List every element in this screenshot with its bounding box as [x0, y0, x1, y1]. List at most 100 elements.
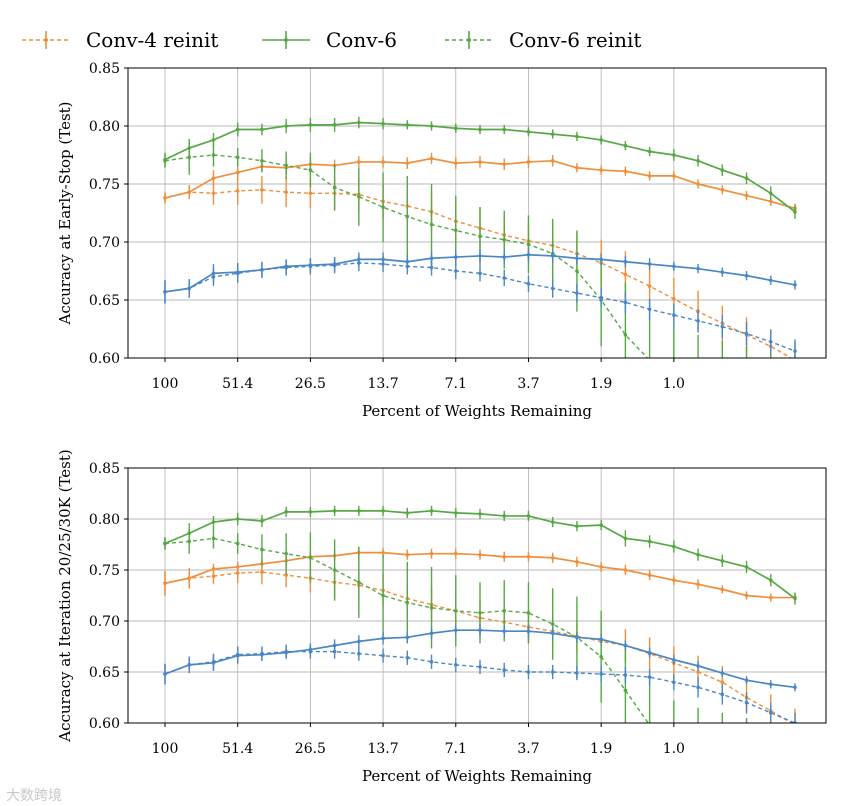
data-point — [260, 519, 264, 523]
x-tick-label: 51.4 — [222, 741, 253, 757]
y-axis-title: Accuracy at Early-Stop (Test) — [56, 101, 74, 325]
data-point — [308, 168, 313, 172]
data-point — [478, 234, 482, 238]
data-point — [672, 297, 676, 301]
data-point — [745, 391, 749, 395]
data-point — [720, 671, 725, 675]
data-point — [284, 573, 288, 577]
legend-entry: Conv-4 reinit — [22, 28, 218, 52]
data-point — [478, 552, 482, 557]
data-point — [599, 654, 603, 659]
y-tick-label: 0.60 — [89, 351, 120, 367]
data-point — [260, 159, 264, 163]
data-point — [575, 291, 579, 295]
data-point — [720, 587, 725, 592]
x-tick-label: 1.9 — [590, 741, 612, 757]
data-point — [769, 396, 773, 400]
plot-area — [163, 116, 797, 400]
x-tick-label: 100 — [152, 741, 179, 757]
data-point — [720, 168, 725, 172]
data-point — [453, 126, 458, 131]
data-point — [672, 313, 676, 317]
data-point — [502, 554, 507, 559]
data-point — [453, 511, 458, 515]
y-tick-label: 0.85 — [89, 461, 120, 477]
data-point — [211, 153, 216, 157]
data-point — [647, 174, 652, 178]
x-tick-label: 7.1 — [445, 741, 467, 757]
data-point — [647, 284, 652, 288]
data-point — [357, 651, 361, 656]
data-point — [357, 160, 361, 164]
series-conv-6 — [163, 116, 797, 219]
data-point — [284, 124, 288, 128]
y-axis: 0.60 0.65 0.70 0.75 0.80 0.85 — [89, 461, 128, 732]
legend-marker — [467, 38, 471, 42]
data-point — [696, 747, 700, 751]
data-point — [405, 600, 410, 605]
data-point — [502, 514, 507, 518]
data-point — [163, 541, 167, 546]
data-point — [720, 324, 725, 329]
data-point — [308, 555, 313, 560]
data-point — [502, 609, 507, 613]
series-line — [164, 262, 796, 352]
data-point — [672, 370, 676, 374]
data-point — [381, 550, 385, 555]
data-point — [623, 673, 628, 677]
y-tick-label: 0.75 — [89, 563, 120, 579]
x-tick-label: 3.7 — [517, 741, 539, 757]
data-point — [550, 132, 555, 136]
y-tick-label: 0.85 — [89, 61, 120, 77]
x-tick-label: 1.0 — [663, 376, 685, 392]
data-point — [623, 259, 628, 264]
data-point — [793, 685, 797, 690]
data-point — [599, 295, 603, 300]
data-point — [381, 509, 385, 513]
data-point — [575, 269, 579, 273]
data-point — [453, 663, 458, 667]
x-tick-label: 7.1 — [445, 376, 467, 392]
plot-area — [163, 505, 797, 771]
data-point — [357, 194, 361, 199]
data-point — [478, 127, 482, 132]
data-point — [623, 536, 628, 541]
data-point — [768, 339, 773, 344]
data-point — [550, 520, 555, 524]
data-point — [357, 639, 361, 644]
data-point — [720, 270, 725, 274]
data-point — [623, 688, 628, 693]
data-point — [550, 254, 555, 258]
data-point — [793, 767, 797, 771]
data-point — [211, 138, 216, 142]
data-point — [163, 290, 167, 294]
data-point — [429, 124, 434, 128]
data-point — [381, 262, 385, 266]
data-point — [696, 552, 700, 557]
x-tick-label: 13.7 — [367, 741, 398, 757]
data-point — [357, 261, 361, 265]
data-point — [429, 509, 434, 513]
y-axis-title: Accuracy at Iteration 20/25/30K (Test) — [56, 449, 74, 743]
data-point — [405, 655, 410, 660]
data-point — [623, 300, 628, 305]
data-point — [308, 191, 313, 196]
data-point — [550, 286, 555, 291]
data-point — [332, 568, 337, 572]
data-point — [623, 643, 628, 648]
data-point — [453, 255, 458, 259]
data-point — [235, 571, 240, 575]
data-point — [502, 668, 507, 672]
grid — [128, 67, 826, 359]
data-point — [381, 636, 385, 641]
data-point — [478, 611, 482, 615]
axes-frame — [127, 67, 827, 359]
data-point — [599, 257, 603, 262]
series-conv-2 — [163, 624, 797, 692]
data-point — [332, 509, 337, 513]
series-line — [164, 189, 793, 358]
data-point — [453, 609, 458, 613]
x-tick-label: 13.7 — [367, 376, 398, 392]
data-point — [308, 123, 313, 127]
data-point — [648, 723, 652, 727]
